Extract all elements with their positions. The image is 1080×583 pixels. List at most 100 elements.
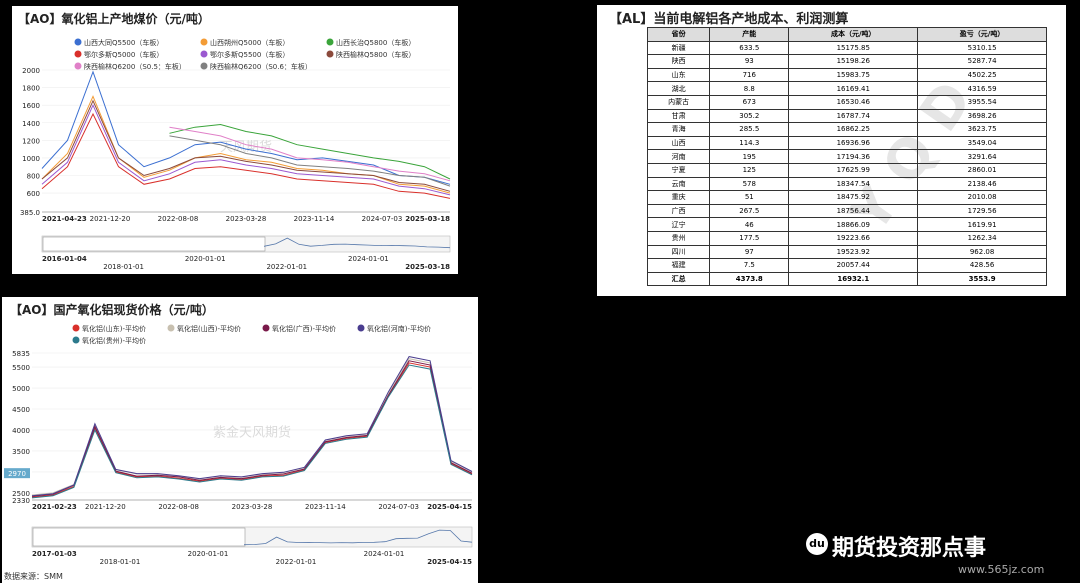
table-cell: 125 xyxy=(709,162,790,178)
table-cell: 16862.25 xyxy=(788,122,919,137)
coal-legend-marker xyxy=(74,50,82,58)
alumina-legend-label: 氧化铝(山东)-平均价 xyxy=(82,324,146,333)
table-cell: 广西 xyxy=(646,203,711,219)
table-cell: 16932.1 xyxy=(788,271,919,287)
alumina-ytick-label: 2500 xyxy=(12,490,30,498)
table-cell: 716 xyxy=(709,67,790,83)
alumina-legend-marker xyxy=(72,324,80,332)
coal-xtick-label: 2022-08-08 xyxy=(158,215,199,223)
coal-legend-marker xyxy=(200,38,208,46)
table-row: 重庆 51 18475.92 2010.08 xyxy=(646,190,1047,205)
table-cell: 46 xyxy=(709,217,790,232)
table-cell: 青海 xyxy=(646,122,711,137)
brand-logo-icon: du xyxy=(806,533,828,555)
table-cell: 3698.26 xyxy=(917,108,1047,124)
alumina-ytick-label: 4500 xyxy=(12,406,30,414)
table-cell: 305.2 xyxy=(709,108,790,124)
alumina-navigator-tick-label: 2018-01-01 xyxy=(100,558,141,566)
coal-xtick-label: 2021-12-20 xyxy=(90,215,131,223)
table-row: 云南 578 18347.54 2138.46 xyxy=(646,176,1047,192)
coal-ytick-label: 1800 xyxy=(22,85,40,93)
table-cell: 7.5 xyxy=(709,258,790,273)
alumina-price-chart-panel: 【AO】国产氧化铝现货价格（元/吨） 氧化铝(山东)-平均价 氧化铝(山西)-平均… xyxy=(2,297,478,583)
table-cell: 17625.99 xyxy=(788,162,919,178)
alumina-xtick-label: 2024-07-03 xyxy=(378,503,419,511)
alumina-ytick-label: 2330 xyxy=(12,497,30,505)
table-row: 湖北 8.8 16169.41 4316.59 xyxy=(646,81,1047,96)
coal-legend-label: 鄂尔多斯Q5500（车板） xyxy=(210,50,289,59)
coal-ytick-label: 385.0 xyxy=(20,209,40,217)
alumina-navigator-window xyxy=(32,527,246,547)
coal-ytick-label: 600 xyxy=(27,190,40,198)
table-cell: 15175.85 xyxy=(788,40,919,56)
alumina-xtick-label: 2021-02-23 xyxy=(32,503,77,511)
coal-legend-label: 陕西榆林Q6200（S0.5：车板） xyxy=(84,62,186,71)
coal-legend-label: 山西朔州Q5000（车板） xyxy=(210,38,289,47)
table-cell: 285.5 xyxy=(709,122,790,137)
alumina-chart-svg: 氧化铝(山东)-平均价 氧化铝(山西)-平均价 氧化铝(广西)-平均价 氧化铝(河南)… xyxy=(4,324,473,581)
coal-series-line xyxy=(41,103,451,196)
table-cell: 山东 xyxy=(646,67,711,83)
table-cell: 17194.36 xyxy=(788,149,919,164)
table-cell: 114.3 xyxy=(709,135,790,151)
alumina-series-line xyxy=(31,364,473,499)
alumina-xtick-label: 2025-04-15 xyxy=(427,503,472,511)
table-cell: 18475.92 xyxy=(788,190,919,205)
coal-series-line xyxy=(169,135,451,187)
coal-ytick-label: 1000 xyxy=(22,155,40,163)
coal-navigator-tick-label: 2018-01-01 xyxy=(103,263,144,271)
table-cell: 1729.56 xyxy=(917,203,1047,219)
table-cell: 18756.44 xyxy=(788,203,919,219)
coal-navigator-tick-label: 2020-01-01 xyxy=(185,255,226,263)
coal-legend-marker xyxy=(200,62,208,70)
coal-navigator-tick-label: 2024-01-01 xyxy=(348,255,389,263)
alumina-navigator-tick-label: 2020-01-01 xyxy=(188,550,229,558)
table-row: 四川 97 19523.92 962.08 xyxy=(646,244,1047,260)
alumina-legend-marker xyxy=(357,324,365,332)
table-cell: 633.5 xyxy=(709,40,790,56)
table-cell: 1262.34 xyxy=(917,230,1047,246)
coal-navigator-line xyxy=(263,237,451,249)
coal-navigator-tick-label: 2016-01-04 xyxy=(42,255,87,263)
cost-table: 省份 产能 成本（元/吨） 盈亏（元/吨） 新疆 633.5 15175.85 5310.1… xyxy=(646,27,1047,287)
table-cell: 新疆 xyxy=(646,40,711,56)
table-cell: 3549.04 xyxy=(917,135,1047,151)
alumina-ytick-label: 5835 xyxy=(12,350,30,358)
table-cell: 18866.09 xyxy=(788,217,919,232)
coal-price-chart-panel: 【AO】氧化铝上产地煤价（元/吨） 山西大同Q5500（车板） 山西朔州Q5000… xyxy=(12,6,458,274)
table-cell: 内蒙古 xyxy=(646,94,711,110)
table-cell: 3623.75 xyxy=(917,122,1047,137)
alumina-navigator-tick-label: 2024-01-01 xyxy=(364,550,405,558)
coal-navigator-tick-label: 2022-01-01 xyxy=(266,263,307,271)
alumina-legend-marker xyxy=(167,324,175,332)
alumina-navigator-tick-label: 2022-01-01 xyxy=(276,558,317,566)
site-url: www.565jz.com xyxy=(958,563,1045,576)
table-cell: 汇总 xyxy=(646,271,711,287)
coal-legend-label: 鄂尔多斯Q5000（车板） xyxy=(84,50,163,59)
alumina-watermark: 紫金天风期货 xyxy=(213,425,291,441)
table-cell: 福建 xyxy=(646,258,711,273)
table-cell: 陕西 xyxy=(646,54,711,69)
alumina-chart-title: 【AO】国产氧化铝现货价格（元/吨） xyxy=(10,303,214,317)
coal-ytick-label: 1400 xyxy=(22,120,40,128)
cost-table-title: 【AL】当前电解铝各产地成本、利润测算 xyxy=(609,12,849,27)
table-cell: 3955.54 xyxy=(917,94,1047,110)
table-cell: 重庆 xyxy=(646,190,711,205)
alumina-legend-label: 氧化铝(广西)-平均价 xyxy=(272,324,336,333)
table-row: 辽宁 46 18866.09 1619.91 xyxy=(646,217,1047,232)
brand-name: 期货投资那点事 xyxy=(832,536,987,561)
alumina-legend-marker xyxy=(262,324,270,332)
coal-ytick-label: 1600 xyxy=(22,102,40,110)
cost-table-panel: 【AL】当前电解铝各产地成本、利润测算 Y Q D 省份 产能 成本（元/吨） 盈亏（… xyxy=(597,5,1066,296)
table-cell: 16936.96 xyxy=(788,135,919,151)
alumina-ytick-label: 5000 xyxy=(12,385,30,393)
table-cell: 962.08 xyxy=(917,244,1047,260)
alumina-last-value-badge xyxy=(4,468,30,479)
coal-legend-marker xyxy=(74,62,82,70)
alumina-xtick-label: 2021-12-20 xyxy=(85,503,126,511)
table-cell: 湖北 xyxy=(646,81,711,96)
alumina-xtick-label: 2022-08-08 xyxy=(158,503,199,511)
cost-table-header: 省份 xyxy=(646,27,711,42)
coal-legend-label: 山西长治Q5800（车板） xyxy=(336,38,415,47)
alumina-legend-label: 氧化铝(河南)-平均价 xyxy=(367,324,431,333)
